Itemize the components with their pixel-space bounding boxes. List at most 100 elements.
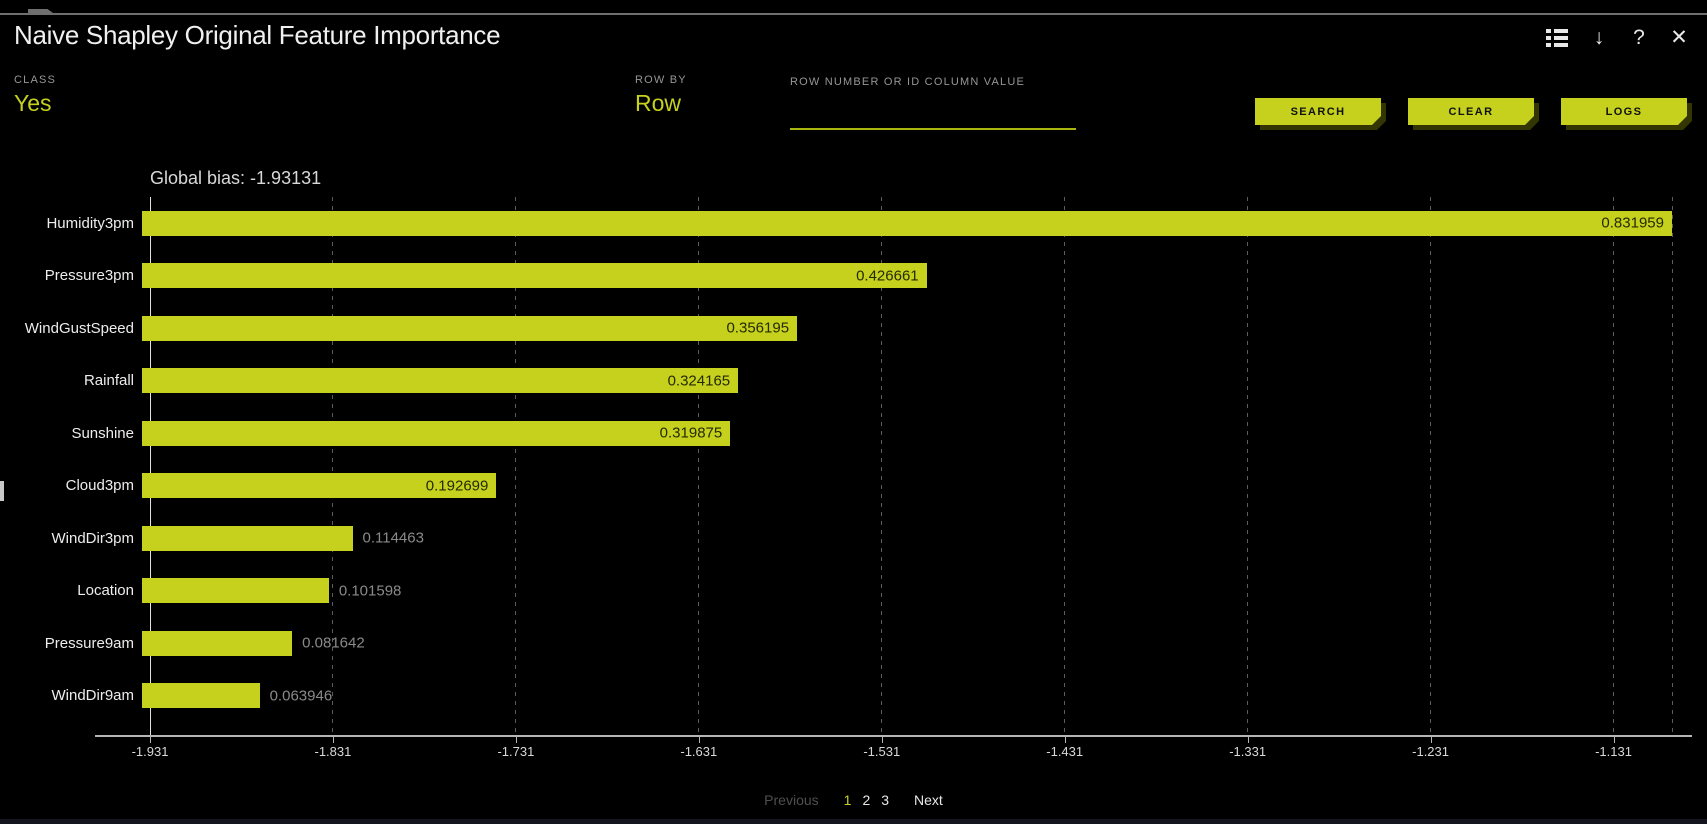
class-label: CLASS [14, 74, 57, 86]
bar-track: 0.192699 [142, 460, 1672, 513]
axis-tick-label: -1.831 [314, 744, 352, 759]
axis-tick-label: -1.131 [1595, 744, 1632, 759]
bar-row: Humidity3pm 0.831959 [0, 197, 1672, 250]
importance-bar[interactable] [142, 525, 353, 551]
category-label: WindDir9am [51, 687, 134, 705]
axis-tick [881, 737, 883, 743]
header-icon-bar: ↓ ? ✕ [1546, 27, 1692, 49]
clear-button-wrap: CLEAR [1408, 98, 1534, 125]
category-label: Pressure9am [44, 634, 134, 652]
global-bias-title: Global bias: -1.93131 [150, 168, 322, 188]
page-title: Naive Shapley Original Feature Importanc… [14, 20, 501, 50]
axis-tick-label: -1.731 [497, 744, 535, 759]
category-label: Pressure3pm [44, 267, 134, 285]
axis-tick-label: -1.931 [131, 744, 169, 759]
bar-track: 0.426661 [142, 250, 1672, 303]
row-by-value[interactable]: Row [635, 90, 682, 116]
category-label: Rainfall [83, 372, 134, 390]
bar-track: 0.831959 [142, 197, 1672, 250]
page-button-1[interactable]: 1 [843, 792, 852, 808]
download-icon[interactable]: ↓ [1593, 26, 1605, 49]
importance-bar[interactable] [142, 683, 260, 709]
gridline [1671, 197, 1673, 735]
importance-bar[interactable]: 0.356195 [142, 315, 798, 341]
gridline [332, 197, 334, 735]
page-footer-strip [0, 819, 1707, 824]
bar-row: Sunshine 0.319875 [0, 407, 1672, 460]
bar-track: 0.081642 [142, 617, 1672, 670]
row-search-input[interactable] [790, 102, 1076, 130]
bar-rows: Humidity3pm 0.831959 Pressure3pm 0.426661 Wi… [0, 197, 1672, 722]
class-value[interactable]: Yes [14, 90, 52, 116]
list-icon-row [1546, 29, 1568, 33]
category-label: Sunshine [71, 424, 134, 442]
list-icon-row [1546, 36, 1568, 40]
bar-value-label: 0.192699 [425, 477, 489, 495]
bar-row: Rainfall 0.324165 [0, 355, 1672, 408]
importance-bar[interactable]: 0.324165 [142, 368, 739, 394]
bar-track: 0.101598 [142, 565, 1672, 618]
importance-bar[interactable]: 0.426661 [142, 263, 927, 289]
bar-row: WindGustSpeed 0.356195 [0, 302, 1672, 355]
clear-button[interactable]: CLEAR [1408, 98, 1534, 125]
bar-track: 0.319875 [142, 407, 1672, 460]
axis-tick-label: -1.431 [1046, 744, 1084, 759]
bar-track: 0.114463 [142, 512, 1672, 565]
page-button-3[interactable]: 3 [881, 792, 890, 808]
axis-tick [1247, 737, 1249, 743]
gridline [881, 197, 883, 735]
axis-tick-label: -1.231 [1412, 744, 1450, 759]
x-axis-line [95, 735, 1692, 737]
gridline [1430, 197, 1432, 735]
bar-row: Location 0.101598 [0, 565, 1672, 618]
list-options-icon[interactable] [1546, 29, 1572, 47]
axis-tick [332, 737, 334, 743]
importance-bar[interactable]: 0.831959 [142, 210, 1672, 236]
close-icon[interactable]: ✕ [1670, 26, 1688, 49]
list-icon-row [1546, 43, 1568, 47]
row-search-label: ROW NUMBER OR ID COLUMN VALUE [790, 76, 1026, 88]
bar-value-label: 0.831959 [1601, 214, 1664, 232]
page-button-2[interactable]: 2 [862, 792, 871, 808]
axis-tick [1613, 737, 1615, 743]
next-page-button[interactable]: Next [914, 792, 943, 808]
axis-tick [1064, 737, 1066, 743]
search-button-wrap: SEARCH [1255, 98, 1381, 125]
bar-value-label: 0.356195 [726, 319, 790, 337]
bar-value-label: 0.426661 [856, 267, 919, 285]
row-search-field: ROW NUMBER OR ID COLUMN VALUE [790, 76, 1076, 130]
panel-top-border [0, 13, 1707, 15]
scrollbar-fragment[interactable] [0, 481, 4, 501]
gridline [1613, 197, 1615, 735]
axis-tick [698, 737, 700, 743]
bar-value-label: 0.324165 [667, 372, 731, 390]
help-icon[interactable]: ? [1633, 26, 1645, 49]
logs-button-wrap: LOGS [1561, 98, 1687, 125]
class-field: CLASS Yes [14, 74, 56, 117]
panel-top-tab [28, 9, 53, 13]
axis-tick [150, 737, 151, 743]
importance-bar[interactable] [142, 630, 293, 656]
bar-value-label: 0.319875 [659, 424, 723, 442]
previous-page-button[interactable]: Previous [764, 792, 819, 808]
bar-row: Cloud3pm 0.192699 [0, 460, 1672, 513]
bar-value-label: 0.101598 [338, 582, 402, 600]
importance-bar[interactable]: 0.319875 [142, 420, 731, 446]
logs-button[interactable]: LOGS [1561, 98, 1687, 125]
bar-track: 0.063946 [142, 670, 1672, 723]
category-label: Cloud3pm [65, 477, 134, 495]
gridline [1064, 197, 1066, 735]
search-button[interactable]: SEARCH [1255, 98, 1381, 125]
importance-bar[interactable]: 0.192699 [142, 473, 497, 499]
importance-bar[interactable] [142, 578, 329, 604]
gridline [698, 197, 700, 735]
bar-row: WindDir3pm 0.114463 [0, 512, 1672, 565]
axis-tick [515, 737, 517, 743]
feature-importance-chart: Humidity3pm 0.831959 Pressure3pm 0.426661 Wi… [0, 197, 1673, 735]
category-label: Location [77, 582, 134, 600]
x-axis-ticks: -1.931 -1.831 -1.731 -1.631 -1.531 -1.431 -1.3… [132, 735, 1672, 765]
y-axis-line [150, 197, 151, 735]
